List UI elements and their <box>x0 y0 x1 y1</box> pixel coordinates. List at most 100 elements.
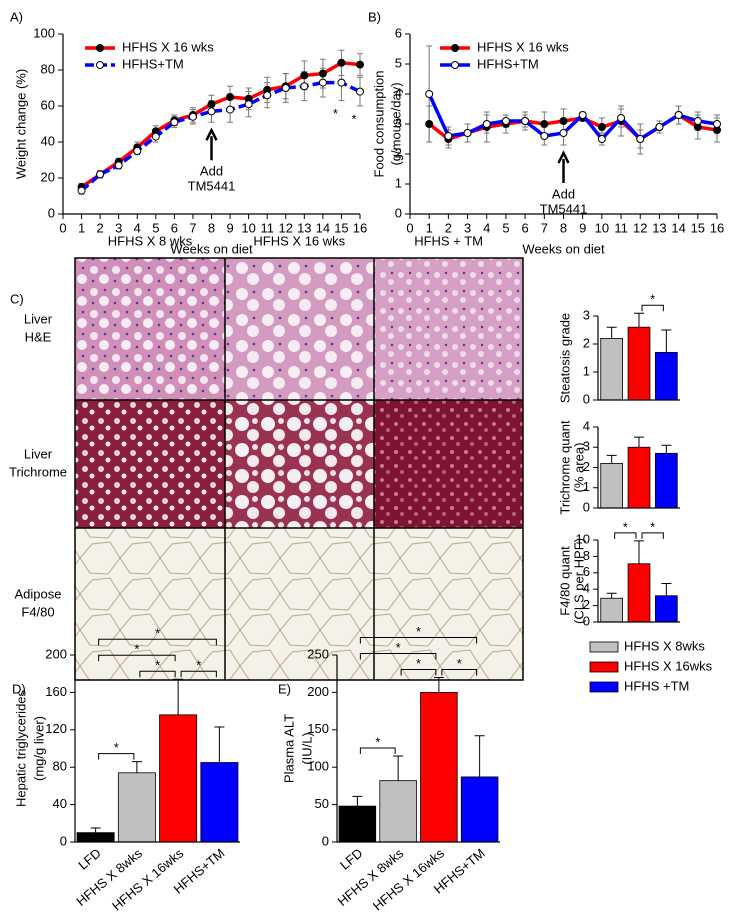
micrograph <box>225 528 374 680</box>
y-tick-label: 0 <box>322 833 329 848</box>
y-tick-label: 2 <box>583 597 590 612</box>
bar <box>338 805 377 843</box>
y-tick-label: 4 <box>583 418 590 433</box>
legend-label: HFHS+TM <box>477 56 539 71</box>
y-axis-label: Trichrome quant <box>557 420 572 515</box>
y-axis-label: Food consumption <box>371 71 386 178</box>
marker <box>337 78 346 87</box>
x-tick-label: 9 <box>579 220 586 235</box>
y-axis-label: Steatosis grade <box>557 313 572 403</box>
panel-label: A) <box>10 9 23 24</box>
y-tick-label: 150 <box>307 721 329 736</box>
marker <box>77 186 86 195</box>
y-tick-label: 10 <box>576 531 590 546</box>
bar <box>159 714 198 843</box>
legend-label: HFHS+TM <box>122 56 184 71</box>
significance-bracket <box>98 638 217 646</box>
error-bar <box>352 795 363 807</box>
y-tick-label: 120 <box>45 721 67 736</box>
x-tick-label: 6 <box>171 220 178 235</box>
bar <box>117 772 156 843</box>
image-borders <box>74 257 524 681</box>
x-tick-label: 10 <box>595 220 609 235</box>
bar <box>200 762 239 843</box>
error-bar <box>131 761 142 773</box>
panel-label: C) <box>10 291 24 306</box>
marker <box>96 170 105 179</box>
marker <box>226 105 235 114</box>
y-tick-label: 200 <box>307 684 329 699</box>
marker <box>300 71 309 80</box>
annotation-text: Add <box>552 186 575 201</box>
x-tick-label: 8 <box>208 220 215 235</box>
y-tick-label: 0 <box>395 205 402 220</box>
marker <box>482 120 491 128</box>
significance-bracket <box>641 532 664 539</box>
marker <box>674 111 683 119</box>
marker <box>713 120 721 128</box>
micrograph <box>374 400 523 528</box>
legend-marker <box>451 44 459 52</box>
marker <box>540 120 549 128</box>
error-bar <box>173 678 184 715</box>
micrograph <box>374 258 523 400</box>
marker <box>226 93 235 101</box>
row-label: Trichrome <box>9 464 67 479</box>
y-tick-label: 60 <box>41 97 55 112</box>
bar <box>627 446 651 509</box>
y-tick-label: 20 <box>41 169 55 184</box>
column-title: HFHS X 8 wks <box>108 233 193 248</box>
marker <box>501 117 510 125</box>
x-tick-label: 5 <box>502 220 509 235</box>
bar <box>600 597 624 623</box>
marker <box>207 100 216 109</box>
marker <box>521 117 530 125</box>
y-tick-label: 2 <box>583 459 590 474</box>
marker <box>114 161 123 170</box>
significance-bracket <box>98 654 176 662</box>
x-tick-label: 11 <box>614 220 628 235</box>
marker <box>337 58 346 67</box>
significance-label: * <box>114 740 119 755</box>
x-tick-label: 4 <box>483 220 490 235</box>
y-tick-label: 250 <box>307 646 329 661</box>
marker <box>578 111 587 119</box>
marker <box>188 112 197 121</box>
x-tick-label: 6 <box>522 220 529 235</box>
x-tick-label: 1 <box>78 220 85 235</box>
marker <box>559 129 568 137</box>
error-bar <box>634 436 644 448</box>
significance-label: * <box>457 656 462 671</box>
bar <box>655 351 678 401</box>
legend-label: HFHS X 8wks <box>624 638 705 653</box>
legend-swatch <box>589 661 619 673</box>
y-tick-label: 0 <box>583 499 590 514</box>
marker <box>318 69 327 78</box>
marker <box>540 132 549 140</box>
panel-label: B) <box>368 9 381 24</box>
significance-bracket <box>359 747 396 754</box>
marker <box>693 117 702 125</box>
significance-bracket <box>359 652 437 660</box>
error-bar <box>606 454 617 464</box>
micrograph <box>225 400 374 528</box>
y-tick-label: 3 <box>583 439 590 454</box>
marker <box>356 87 364 96</box>
row-label: Adipose <box>15 586 62 601</box>
y-tick-label: 5 <box>395 55 402 70</box>
marker <box>559 117 568 125</box>
y-tick-label: 100 <box>33 25 55 40</box>
row-label: Liver <box>24 446 53 461</box>
marker <box>133 147 142 155</box>
y-tick-label: 4 <box>395 85 402 100</box>
x-tick-label: 7 <box>541 220 548 235</box>
marker <box>263 91 272 100</box>
x-tick-label: 10 <box>241 220 255 235</box>
x-tick-label: 7 <box>189 220 196 235</box>
marker <box>281 84 290 92</box>
y-tick-label: 200 <box>45 646 67 661</box>
significance-bracket <box>614 532 637 539</box>
y-axis-label: (CLS per HPF) <box>571 538 586 624</box>
bar <box>627 563 651 623</box>
